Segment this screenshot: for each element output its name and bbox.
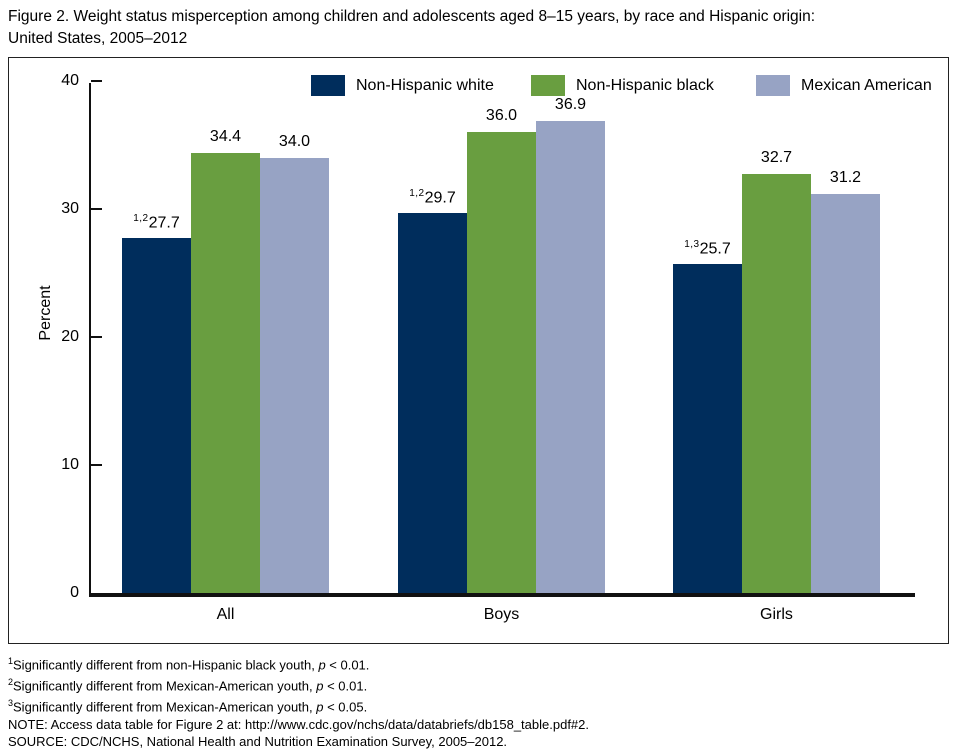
y-axis-line xyxy=(89,83,91,595)
bar-value-label: 34.4 xyxy=(209,127,242,145)
figure-title-line1: Figure 2. Weight status misperception am… xyxy=(8,8,816,25)
legend-swatch-non-hispanic-white xyxy=(311,75,345,96)
x-axis-line xyxy=(89,593,915,597)
y-tick-label: 10 xyxy=(61,456,79,473)
bar-boys-non-hispanic-black xyxy=(467,132,536,593)
category-label-all: All xyxy=(216,606,235,623)
bar-value-label: 31.2 xyxy=(829,168,862,186)
y-tick xyxy=(91,336,102,338)
y-tick xyxy=(91,208,102,210)
footnote-line: NOTE: Access data table for Figure 2 at:… xyxy=(8,716,590,732)
bar-boys-mexican-american xyxy=(536,120,605,593)
value-superscript: 1,3 xyxy=(684,239,700,251)
legend-swatch-mexican-american xyxy=(756,75,790,96)
bar-all-mexican-american xyxy=(260,157,329,593)
y-tick xyxy=(91,464,102,466)
footnotes: 1Significantly different from non-Hispan… xyxy=(8,653,589,751)
value-superscript: 1,2 xyxy=(133,213,149,225)
bar-value-label: 36.0 xyxy=(485,107,518,125)
y-tick-label: 40 xyxy=(61,72,79,89)
bar-girls-non-hispanic-black xyxy=(742,174,811,593)
legend-label-non-hispanic-white: Non-Hispanic white xyxy=(356,76,494,94)
bar-value-label: 1,227.7 xyxy=(133,213,180,232)
bar-boys-non-hispanic-white xyxy=(398,212,467,593)
legend-label-mexican-american: Mexican American xyxy=(801,76,932,94)
figure-title-line2: United States, 2005–2012 xyxy=(8,30,188,47)
legend-item-non-hispanic-black: Non-Hispanic black xyxy=(531,75,714,96)
category-label-girls: Girls xyxy=(760,606,793,623)
legend-item-non-hispanic-white: Non-Hispanic white xyxy=(311,75,494,96)
footnote-line: 1Significantly different from non-Hispan… xyxy=(8,656,370,673)
bar-value-label: 36.9 xyxy=(554,95,587,113)
footnote-line: 3Significantly different from Mexican-Am… xyxy=(8,697,368,715)
footnote-line: SOURCE: CDC/NCHS, National Health and Nu… xyxy=(8,734,508,750)
y-tick xyxy=(91,80,102,82)
value-superscript: 1,2 xyxy=(409,187,425,199)
legend-item-mexican-american: Mexican American xyxy=(756,75,932,96)
bar-all-non-hispanic-white xyxy=(122,238,191,593)
bar-all-non-hispanic-black xyxy=(191,152,260,593)
bar-value-label: 32.7 xyxy=(760,149,793,167)
legend-swatch-non-hispanic-black xyxy=(531,75,565,96)
bar-value-label: 1,325.7 xyxy=(684,239,731,258)
category-label-boys: Boys xyxy=(483,606,520,623)
y-tick-label: 20 xyxy=(61,328,79,345)
y-tick-label: 30 xyxy=(61,200,79,217)
bar-girls-mexican-american xyxy=(811,193,880,593)
bar-girls-non-hispanic-white xyxy=(673,264,742,593)
y-tick-label: 0 xyxy=(70,584,79,601)
bar-value-label: 34.0 xyxy=(278,132,311,150)
legend-label-non-hispanic-black: Non-Hispanic black xyxy=(576,76,714,94)
chart-frame: Non-Hispanic white Non-Hispanic black Me… xyxy=(8,57,949,644)
footnote-line: 2Significantly different from Mexican-Am… xyxy=(8,676,368,694)
figure-title: Figure 2. Weight status misperception am… xyxy=(8,6,815,50)
bar-value-label: 1,229.7 xyxy=(409,187,456,207)
